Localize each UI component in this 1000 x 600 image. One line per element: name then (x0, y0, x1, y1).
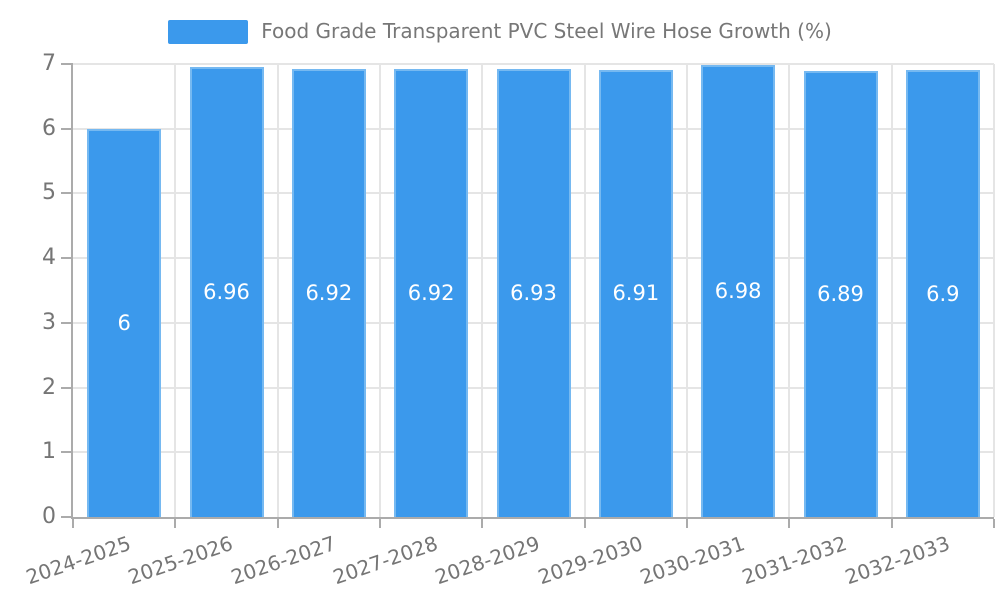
x-tick-label: 2024-2025 (23, 531, 134, 590)
y-tick-label: 0 (42, 504, 56, 529)
y-axis-tick (61, 516, 73, 518)
bar-value-label: 6.91 (612, 281, 660, 306)
bar[interactable] (803, 71, 878, 517)
bar[interactable] (496, 68, 571, 517)
x-axis-tick (993, 519, 995, 528)
x-tick-label: 2032-2033 (841, 531, 953, 590)
y-axis-tick (61, 192, 73, 195)
y-tick-label: 6 (42, 115, 56, 141)
x-axis-tick (890, 519, 893, 528)
y-axis-line (71, 64, 73, 519)
bar[interactable] (905, 70, 980, 517)
x-tick-label: 2027-2028 (330, 531, 441, 590)
x-gridline (379, 64, 381, 517)
bar-value-label: 6.98 (714, 279, 762, 304)
bar-value-label: 6.93 (510, 280, 557, 305)
x-gridline (276, 64, 279, 517)
bar[interactable] (87, 128, 162, 517)
x-gridline (890, 64, 893, 517)
y-tick-label: 3 (42, 309, 56, 335)
bar[interactable] (701, 65, 776, 517)
bar[interactable] (291, 69, 366, 517)
bar-value-label: 6 (117, 310, 131, 335)
bar-value-label: 6.92 (407, 281, 455, 306)
bar-value-label: 6.89 (817, 282, 864, 307)
x-axis-tick (72, 519, 74, 528)
y-axis-tick (61, 127, 73, 130)
legend[interactable]: Food Grade Transparent PVC Steel Wire Ho… (0, 19, 1000, 44)
x-axis-tick (686, 519, 688, 528)
x-tick-label: 2030-2031 (637, 531, 748, 590)
y-axis-tick (61, 257, 73, 260)
y-tick-label: 5 (42, 180, 56, 206)
y-axis-tick (61, 386, 73, 389)
x-tick-label: 2025-2026 (125, 531, 237, 590)
x-axis-tick (174, 519, 177, 528)
x-gridline (686, 64, 688, 517)
x-tick-label: 2031-2032 (739, 531, 851, 590)
bar[interactable] (394, 69, 469, 517)
x-gridline (481, 64, 484, 517)
x-axis-tick (788, 519, 791, 528)
y-tick-label: 7 (42, 51, 56, 76)
x-axis-tick (481, 519, 484, 528)
y-axis-tick (61, 451, 73, 454)
y-axis-tick (61, 63, 73, 65)
x-gridline (583, 64, 586, 517)
x-gridline (788, 64, 791, 517)
x-gridline (993, 64, 995, 517)
y-axis-tick (61, 321, 73, 324)
bar-value-label: 6.96 (203, 279, 250, 304)
x-axis-tick (379, 519, 381, 528)
legend-swatch (168, 19, 249, 44)
x-gridline (174, 64, 177, 517)
y-gridline (73, 63, 994, 65)
y-tick-label: 4 (42, 245, 56, 271)
legend-label: Food Grade Transparent PVC Steel Wire Ho… (261, 19, 832, 43)
y-tick-label: 2 (42, 374, 56, 400)
x-tick-label: 2028-2029 (432, 531, 544, 590)
y-tick-label: 1 (42, 439, 56, 465)
bar-value-label: 6.9 (926, 281, 960, 306)
x-axis-line (71, 517, 994, 519)
x-tick-label: 2029-2030 (534, 531, 646, 590)
bar-value-label: 6.92 (305, 281, 353, 306)
x-tick-label: 2026-2027 (227, 531, 339, 590)
x-axis-tick (583, 519, 586, 528)
bar[interactable] (189, 66, 264, 517)
x-axis-tick (276, 519, 279, 528)
bar[interactable] (598, 69, 673, 517)
